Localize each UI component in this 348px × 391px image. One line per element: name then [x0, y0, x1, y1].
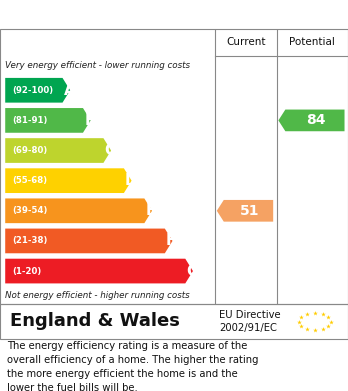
Text: Current: Current: [226, 38, 266, 47]
Text: 51: 51: [239, 204, 259, 218]
Text: (81-91): (81-91): [12, 116, 48, 125]
Polygon shape: [5, 229, 173, 253]
Text: The energy efficiency rating is a measure of the
overall efficiency of a home. T: The energy efficiency rating is a measur…: [7, 341, 259, 391]
Polygon shape: [5, 78, 70, 102]
Text: Energy Efficiency Rating: Energy Efficiency Rating: [10, 7, 213, 22]
Polygon shape: [5, 199, 152, 223]
Text: G: G: [187, 264, 199, 278]
Polygon shape: [5, 168, 132, 193]
Text: (92-100): (92-100): [12, 86, 53, 95]
Polygon shape: [5, 108, 90, 133]
Text: (1-20): (1-20): [12, 267, 41, 276]
Polygon shape: [5, 138, 111, 163]
Polygon shape: [278, 109, 345, 131]
Text: Not energy efficient - higher running costs: Not energy efficient - higher running co…: [5, 291, 190, 300]
Text: Very energy efficient - lower running costs: Very energy efficient - lower running co…: [5, 61, 190, 70]
Text: 84: 84: [306, 113, 326, 127]
Polygon shape: [217, 200, 273, 222]
Text: E: E: [145, 203, 156, 218]
Text: (55-68): (55-68): [12, 176, 47, 185]
Text: (69-80): (69-80): [12, 146, 47, 155]
Text: F: F: [166, 233, 176, 248]
Text: B: B: [84, 113, 96, 128]
Text: (21-38): (21-38): [12, 237, 48, 246]
Text: England & Wales: England & Wales: [10, 312, 180, 330]
Text: A: A: [64, 83, 76, 98]
Text: (39-54): (39-54): [12, 206, 48, 215]
Text: D: D: [125, 173, 138, 188]
Polygon shape: [5, 259, 193, 283]
Text: Potential: Potential: [290, 38, 335, 47]
Text: EU Directive
2002/91/EC: EU Directive 2002/91/EC: [219, 310, 281, 333]
Text: C: C: [105, 143, 116, 158]
